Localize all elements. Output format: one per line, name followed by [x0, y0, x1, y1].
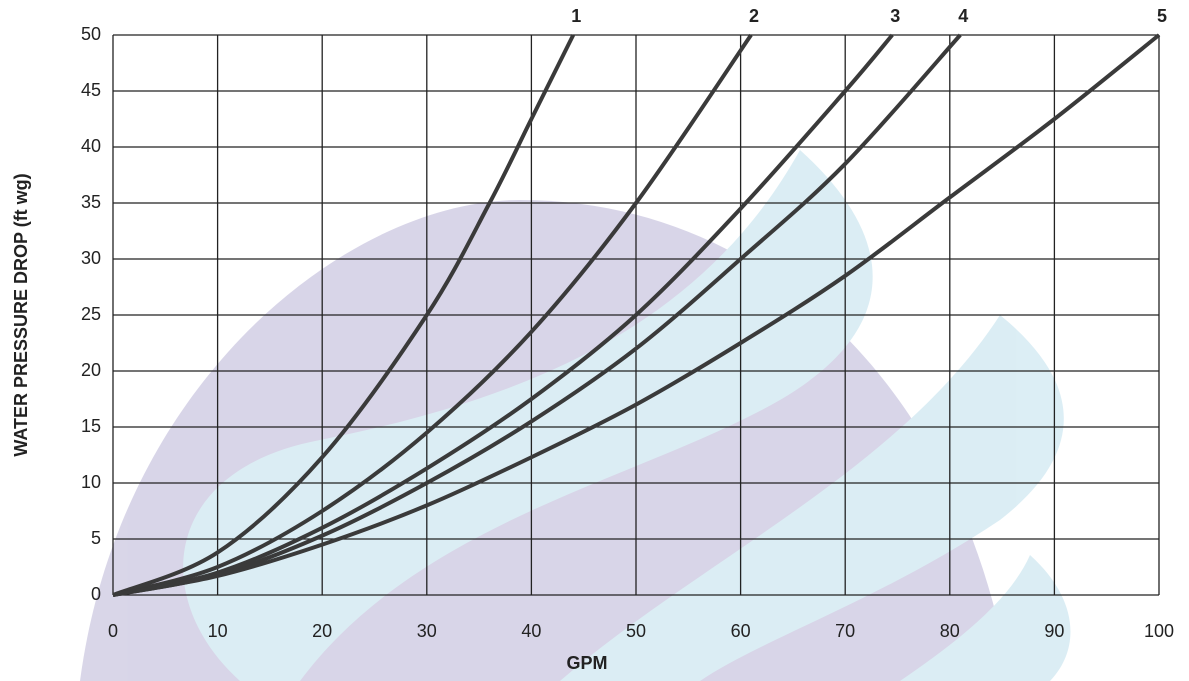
legend-label: 3	[890, 6, 900, 26]
y-tick-label: 25	[81, 304, 101, 324]
y-tick-label: 20	[81, 360, 101, 380]
y-tick-label: 10	[81, 472, 101, 492]
x-tick-label: 90	[1044, 621, 1064, 641]
x-tick-label: 100	[1144, 621, 1174, 641]
y-tick-label: 40	[81, 136, 101, 156]
legend-label: 5	[1157, 6, 1167, 26]
y-tick-label: 50	[81, 24, 101, 44]
line	[112, 33, 1161, 597]
legend-label: 4	[958, 6, 968, 26]
x-tick-label: 40	[521, 621, 541, 641]
legend-label: 2	[749, 6, 759, 26]
x-tick-label: 0	[108, 621, 118, 641]
line	[112, 34, 576, 597]
x-tick-label: 30	[417, 621, 437, 641]
watermark	[80, 150, 1071, 681]
y-axis-label: WATER PRESSURE DROP (ft wg)	[11, 173, 31, 456]
y-tick-label: 45	[81, 80, 101, 100]
x-tick-label: 10	[208, 621, 228, 641]
y-tick-label: 0	[91, 584, 101, 604]
x-tick-label: 20	[312, 621, 332, 641]
x-tick-label: 50	[626, 621, 646, 641]
line	[112, 33, 962, 597]
y-tick-label: 15	[81, 416, 101, 436]
y-tick-label: 35	[81, 192, 101, 212]
x-tick-label: 70	[835, 621, 855, 641]
legend-label: 1	[571, 6, 581, 26]
x-tick-label: 60	[731, 621, 751, 641]
x-tick-label: 80	[940, 621, 960, 641]
y-tick-label: 5	[91, 528, 101, 548]
y-tick-label: 30	[81, 248, 101, 268]
line	[112, 33, 753, 597]
line	[112, 33, 894, 597]
x-axis-label: GPM	[566, 653, 607, 673]
